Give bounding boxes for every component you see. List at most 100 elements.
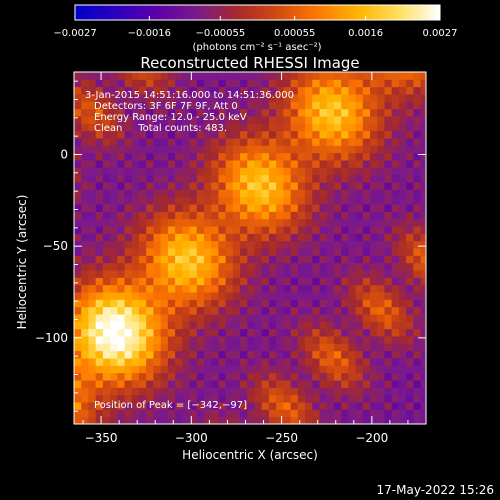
heatmap-cell — [218, 211, 227, 220]
heatmap-cell — [196, 182, 205, 190]
heatmap-cell — [74, 248, 82, 256]
heatmap-cell — [362, 409, 371, 418]
heatmap-cell — [138, 277, 147, 286]
heatmap-cell — [124, 182, 133, 190]
heatmap-cell — [413, 145, 422, 154]
heatmap-cell — [312, 262, 320, 271]
heatmap-cell — [398, 211, 407, 220]
heatmap-cell — [406, 123, 414, 132]
heatmap-cell — [406, 79, 414, 88]
heatmap-cell — [211, 277, 219, 286]
heatmap-cell — [341, 321, 349, 330]
heatmap-cell — [391, 240, 400, 249]
heatmap-cell — [196, 314, 205, 322]
heatmap-cell — [341, 152, 349, 161]
heatmap-cell — [305, 365, 313, 374]
heatmap-cell — [384, 101, 393, 110]
heatmap-cell — [398, 123, 407, 132]
heatmap-cell — [88, 174, 97, 183]
heatmap-cell — [240, 380, 248, 388]
heatmap-cell — [240, 123, 248, 132]
heatmap-cell — [406, 226, 414, 234]
heatmap-cell — [406, 350, 414, 359]
heatmap-cell — [420, 189, 426, 198]
heatmap-cell — [341, 233, 349, 242]
heatmap-cell — [377, 402, 385, 410]
heatmap-cell — [377, 72, 385, 80]
heatmap-cell — [305, 255, 313, 264]
heatmap-cell — [175, 255, 183, 264]
heatmap-cell — [175, 174, 183, 183]
heatmap-cell — [283, 160, 292, 168]
heatmap-cell — [355, 226, 364, 234]
heatmap-cell — [283, 350, 292, 359]
heatmap-cell — [413, 218, 422, 227]
heatmap-cell — [290, 167, 299, 176]
heatmap-cell — [182, 160, 191, 168]
heatmap-cell — [110, 145, 118, 154]
heatmap-cell — [312, 343, 320, 352]
heatmap-cell — [398, 108, 407, 117]
heatmap-cell — [283, 284, 292, 293]
heatmap-cell — [182, 218, 191, 227]
heatmap-cell — [196, 372, 205, 381]
annotation-time-range: 3-Jan-2015 14:51:16.000 to 14:51:36.000 — [85, 90, 294, 101]
heatmap-cell — [88, 123, 97, 132]
heatmap-cell — [406, 306, 414, 315]
heatmap-cell — [261, 138, 270, 146]
heatmap-cell — [225, 145, 234, 154]
heatmap-cell — [333, 196, 342, 205]
heatmap-cell — [333, 306, 342, 315]
heatmap-cell — [305, 108, 313, 117]
heatmap-cell — [117, 306, 126, 315]
heatmap-cell — [297, 72, 306, 80]
heatmap-cell — [362, 262, 371, 271]
heatmap-cell — [384, 343, 393, 352]
heatmap-cell — [420, 204, 426, 212]
heatmap-cell — [203, 240, 212, 249]
heatmap-cell — [153, 380, 162, 388]
heatmap-cell — [81, 277, 89, 286]
heatmap-cell — [138, 182, 147, 190]
heatmap-cell — [240, 72, 248, 80]
heatmap-cell — [391, 196, 400, 205]
heatmap-cell — [203, 108, 212, 117]
heatmap-cell — [268, 211, 277, 220]
heatmap-cell — [319, 79, 328, 88]
heatmap-cell — [175, 152, 183, 161]
heatmap-cell — [290, 299, 299, 308]
heatmap-cell — [391, 123, 400, 132]
heatmap-cell — [406, 86, 414, 95]
heatmap-cell — [95, 365, 104, 374]
heatmap-cell — [167, 380, 176, 388]
heatmap-cell — [333, 204, 342, 212]
heatmap-cell — [117, 255, 126, 264]
heatmap-cell — [268, 248, 277, 256]
heatmap-cell — [348, 116, 357, 124]
heatmap-cell — [413, 284, 422, 293]
heatmap-cell — [420, 123, 426, 132]
heatmap-cell — [312, 138, 320, 146]
heatmap-cell — [247, 372, 256, 381]
heatmap-cell — [305, 409, 313, 418]
heatmap-cell — [348, 255, 357, 264]
heatmap-cell — [175, 248, 183, 256]
heatmap-cell — [232, 233, 241, 242]
heatmap-cell — [102, 299, 111, 308]
heatmap-cell — [131, 328, 140, 337]
heatmap-cell — [131, 314, 140, 322]
heatmap-cell — [232, 130, 241, 139]
heatmap-cell — [203, 372, 212, 381]
heatmap-cell — [377, 372, 385, 381]
heatmap-cell — [377, 189, 385, 198]
heatmap-cell — [413, 255, 422, 264]
heatmap-cell — [225, 160, 234, 168]
heatmap-cell — [160, 416, 169, 424]
heatmap-cell — [203, 292, 212, 300]
heatmap-cell — [247, 79, 256, 88]
heatmap-cell — [362, 86, 371, 95]
heatmap-cell — [117, 321, 126, 330]
heatmap-cell — [305, 321, 313, 330]
heatmap-cell — [74, 123, 82, 132]
heatmap-cell — [138, 72, 147, 80]
